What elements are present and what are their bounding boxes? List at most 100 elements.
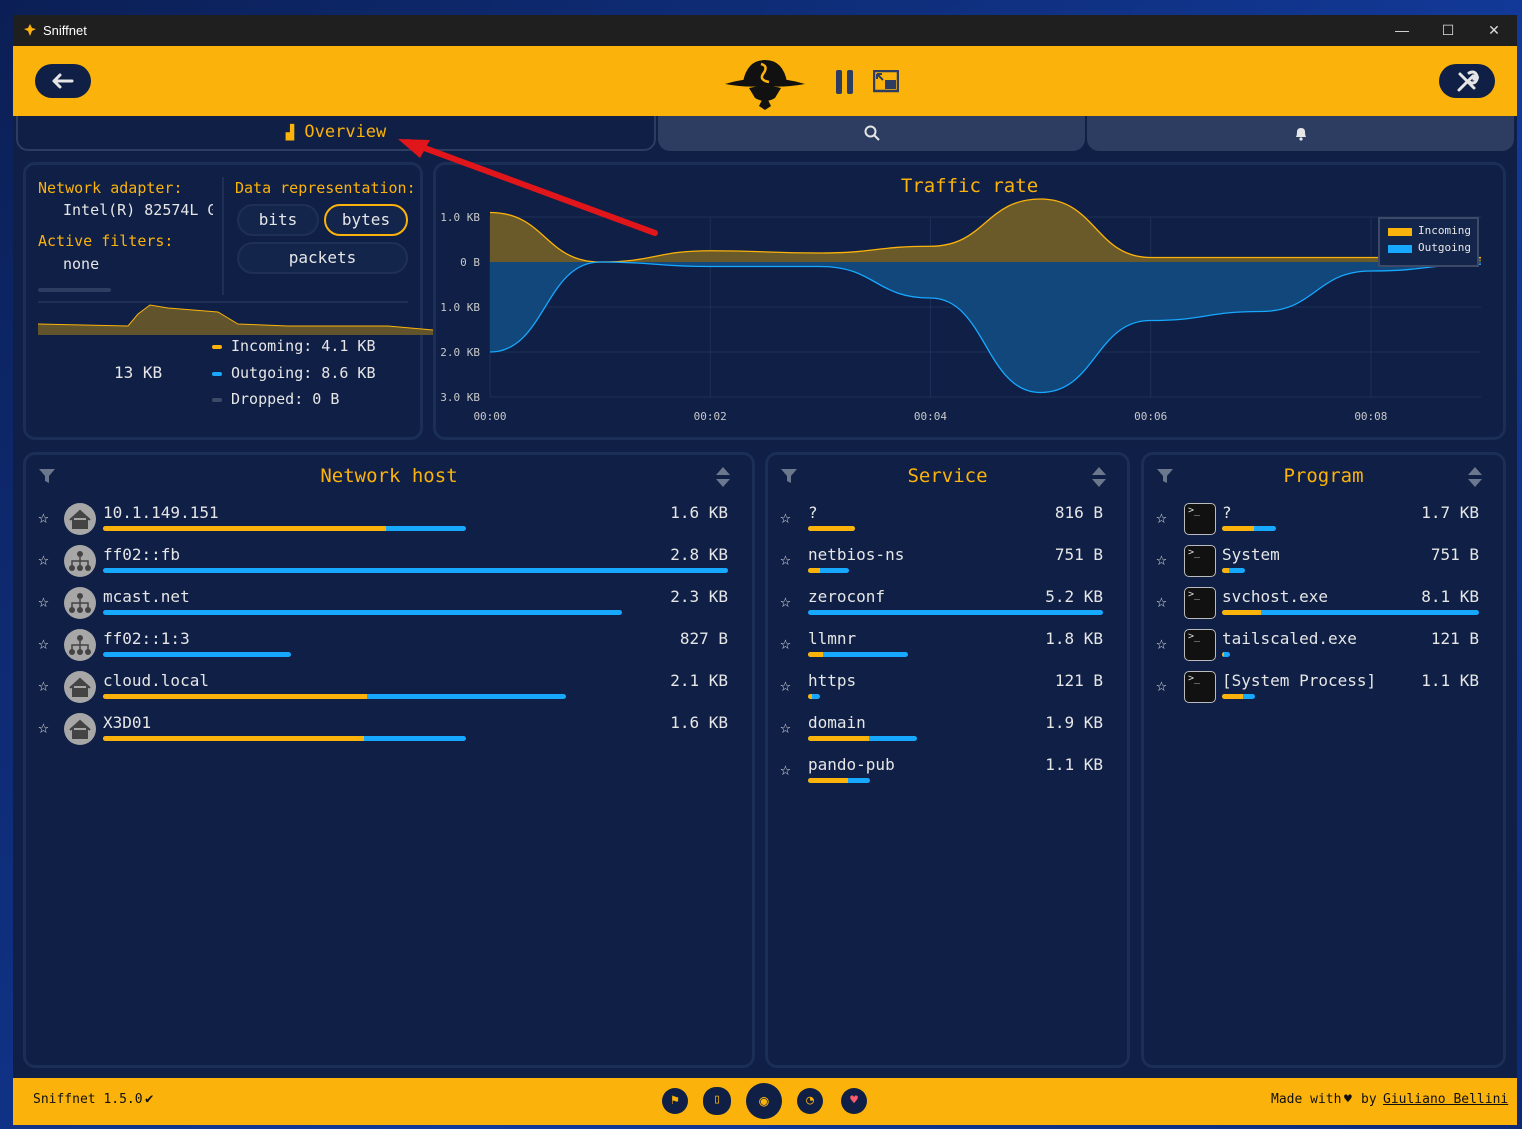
list-item[interactable]: ☆ X3D01 1.6 KB <box>38 713 728 755</box>
list-item[interactable]: ☆ https 121 B <box>780 671 1103 713</box>
favorite-star-icon[interactable]: ☆ <box>38 675 49 696</box>
list-item[interactable]: ☆ 10.1.149.151 1.6 KB <box>38 503 728 545</box>
list-item[interactable]: ☆ mcast.net 2.3 KB <box>38 587 728 629</box>
list-item[interactable]: ☆ pando-pub 1.1 KB <box>780 755 1103 797</box>
tab-overview[interactable]: ▟ Overview <box>16 116 656 151</box>
traffic-bar <box>808 694 820 699</box>
favorite-star-icon[interactable]: ☆ <box>780 549 791 570</box>
item-name: System <box>1222 545 1280 564</box>
list-item[interactable]: ☆ >_ [System Process] 1.1 KB <box>1156 671 1479 713</box>
github-icon: ◉ <box>759 1091 769 1110</box>
item-size: 1.1 KB <box>1045 755 1103 774</box>
tab-notifications[interactable] <box>1087 116 1514 151</box>
list-item[interactable]: ☆ zeroconf 5.2 KB <box>780 587 1103 629</box>
item-size: 1.1 KB <box>1421 671 1479 690</box>
news-button[interactable]: ◔ <box>797 1088 823 1114</box>
maximize-button[interactable]: ☐ <box>1441 22 1455 38</box>
item-name: mcast.net <box>103 587 190 606</box>
website-button[interactable]: ⚑ <box>662 1088 688 1114</box>
tab-overview-label: Overview <box>304 122 387 142</box>
filter-icon[interactable] <box>1157 469 1173 483</box>
github-button[interactable]: ◉ <box>746 1083 782 1119</box>
window-title: Sniffnet <box>43 23 87 38</box>
favorite-star-icon[interactable]: ☆ <box>38 549 49 570</box>
repr-packets-button[interactable]: packets <box>237 242 408 274</box>
favorite-star-icon[interactable]: ☆ <box>1156 549 1167 570</box>
settings-button[interactable] <box>1439 64 1495 98</box>
item-size: 2.3 KB <box>670 587 728 606</box>
back-button[interactable] <box>35 64 91 98</box>
tab-inspect[interactable] <box>658 116 1085 151</box>
item-name: tailscaled.exe <box>1222 629 1357 648</box>
x-tick-label: 00:00 <box>473 410 506 423</box>
wiki-button[interactable]: ▯ <box>703 1087 731 1115</box>
traffic-bar <box>808 568 849 573</box>
item-size: 121 B <box>1430 629 1479 648</box>
minimize-button[interactable]: — <box>1395 22 1409 38</box>
favorite-star-icon[interactable]: ☆ <box>1156 507 1167 528</box>
rss-icon: ◔ <box>806 1093 814 1108</box>
favorite-star-icon[interactable]: ☆ <box>38 633 49 654</box>
author-link[interactable]: Giuliano Bellini <box>1383 1092 1509 1107</box>
list-item[interactable]: ☆ cloud.local 2.1 KB <box>38 671 728 713</box>
network-icon <box>64 629 96 661</box>
list-item[interactable]: ☆ domain 1.9 KB <box>780 713 1103 755</box>
repr-bits-button[interactable]: bits <box>237 204 319 236</box>
header-bar <box>13 46 1517 116</box>
heart-text-icon: ♥ <box>1344 1092 1352 1107</box>
network-host-panel: Network host ☆ 10.1.149.151 1.6 KB ☆ ff02::f… <box>23 452 755 1068</box>
repr-bytes-button[interactable]: bytes <box>324 204 408 236</box>
favorite-star-icon[interactable]: ☆ <box>780 759 791 780</box>
favorite-star-icon[interactable]: ☆ <box>780 591 791 612</box>
sort-icon[interactable] <box>1092 467 1106 487</box>
item-size: 1.6 KB <box>670 503 728 522</box>
filter-icon[interactable] <box>39 469 55 483</box>
favorite-star-icon[interactable]: ☆ <box>780 507 791 528</box>
item-name: netbios-ns <box>808 545 905 564</box>
terminal-icon: >_ <box>1184 545 1216 577</box>
scrollbar[interactable] <box>38 288 111 292</box>
sort-icon[interactable] <box>716 467 730 487</box>
incoming-bar-fill <box>1222 652 1225 657</box>
sponsor-button[interactable]: ♥ <box>841 1088 867 1114</box>
list-item[interactable]: ☆ >_? 1.7 KB <box>1156 503 1479 545</box>
list-item[interactable]: ☆ ff02::1:3 827 B <box>38 629 728 671</box>
favorite-star-icon[interactable]: ☆ <box>1156 633 1167 654</box>
close-button[interactable]: ✕ <box>1488 22 1500 38</box>
list-item[interactable]: ☆ ff02::fb 2.8 KB <box>38 545 728 587</box>
home-icon <box>64 671 96 703</box>
thumbnail-mode-button[interactable] <box>872 69 900 98</box>
traffic-bar <box>808 526 855 531</box>
tools-icon <box>1457 70 1480 92</box>
favorite-star-icon[interactable]: ☆ <box>1156 591 1167 612</box>
favorite-star-icon[interactable]: ☆ <box>1156 675 1167 696</box>
favorite-star-icon[interactable]: ☆ <box>780 675 791 696</box>
signpost-icon: ⚑ <box>671 1093 679 1108</box>
favorite-star-icon[interactable]: ☆ <box>38 591 49 612</box>
sort-icon[interactable] <box>1468 467 1482 487</box>
favorite-star-icon[interactable]: ☆ <box>780 717 791 738</box>
program-panel: Program ☆ >_? 1.7 KB ☆ >_ System 751 B ☆ >_ svcho… <box>1141 452 1506 1068</box>
check-icon: ✔ <box>145 1091 154 1107</box>
list-item[interactable]: ☆ >_ tailscaled.exe 121 B <box>1156 629 1479 671</box>
incoming-bar-fill <box>808 526 855 531</box>
pause-button[interactable] <box>835 70 855 98</box>
item-name: [System Process] <box>1222 671 1377 690</box>
favorite-star-icon[interactable]: ☆ <box>38 507 49 528</box>
legend-incoming: Incoming <box>1418 224 1471 237</box>
outgoing-swatch <box>212 372 222 376</box>
filter-icon[interactable] <box>781 469 797 483</box>
list-item[interactable]: ☆? 816 B <box>780 503 1103 545</box>
list-item[interactable]: ☆ netbios-ns 751 B <box>780 545 1103 587</box>
book-icon: ▯ <box>713 1092 721 1107</box>
legend-outgoing-swatch <box>1388 245 1412 253</box>
list-item[interactable]: ☆ >_ svchost.exe 8.1 KB <box>1156 587 1479 629</box>
footer-bar: Sniffnet 1.5.0 ✔ ⚑ ▯ ◉ ◔ ♥ Made with ♥ b… <box>13 1078 1517 1125</box>
list-item[interactable]: ☆ llmnr 1.8 KB <box>780 629 1103 671</box>
favorite-star-icon[interactable]: ☆ <box>38 717 49 738</box>
traffic-chart: 1.0 KB 0 B 1.0 KB 2.0 KB 3.0 KB 00:00 00:02 00:… <box>440 198 1482 423</box>
list-item[interactable]: ☆ >_ System 751 B <box>1156 545 1479 587</box>
item-size: 816 B <box>1054 503 1103 522</box>
item-size: 751 B <box>1054 545 1103 564</box>
favorite-star-icon[interactable]: ☆ <box>780 633 791 654</box>
